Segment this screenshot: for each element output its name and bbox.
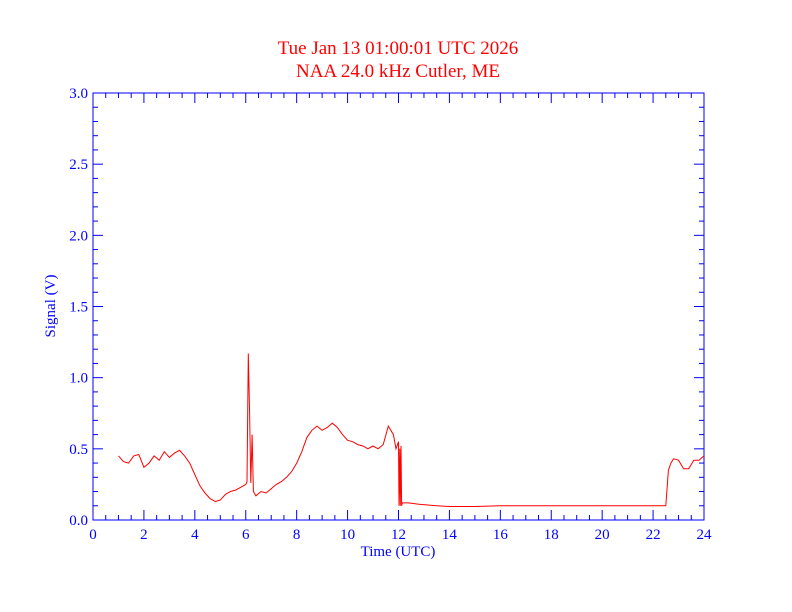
x-tick-label: 4: [191, 527, 199, 543]
y-tick-label: 0.5: [69, 442, 88, 458]
series-line: [118, 353, 705, 507]
chart-subtitle: NAA 24.0 kHz Cutler, ME: [296, 61, 500, 82]
x-tick-label: 20: [595, 527, 610, 543]
x-tick-label: 10: [340, 527, 355, 543]
y-tick-label: 2.5: [69, 157, 88, 173]
x-axis-title: Time (UTC): [361, 544, 436, 560]
x-axis-ticks: 0 2 4 6 8 10 12 14 16 18 20 22 24: [89, 93, 712, 543]
y-tick-label: 1.0: [69, 371, 88, 387]
chart-title: Tue Jan 13 01:00:01 UTC 2026: [278, 38, 519, 59]
y-axis-ticks: 0.0 0.5 1.0 1.5 2.0 2.5 3.0: [69, 86, 704, 529]
x-tick-label: 12: [391, 527, 406, 543]
x-tick-label: 2: [140, 527, 148, 543]
y-tick-label: 3.0: [69, 86, 88, 102]
y-tick-label: 0.0: [69, 513, 88, 529]
x-tick-label: 0: [89, 527, 97, 543]
x-tick-label: 8: [293, 527, 301, 543]
x-tick-label: 16: [493, 527, 509, 543]
y-axis-title: Signal (V): [43, 275, 59, 338]
x-tick-label: 18: [544, 527, 559, 543]
series-group: [118, 353, 705, 507]
y-tick-label: 2.0: [69, 228, 88, 244]
x-tick-label: 22: [646, 527, 661, 543]
x-tick-label: 6: [242, 527, 250, 543]
y-tick-label: 1.5: [69, 300, 88, 316]
x-tick-label: 14: [442, 527, 458, 543]
x-tick-label: 24: [697, 527, 713, 543]
